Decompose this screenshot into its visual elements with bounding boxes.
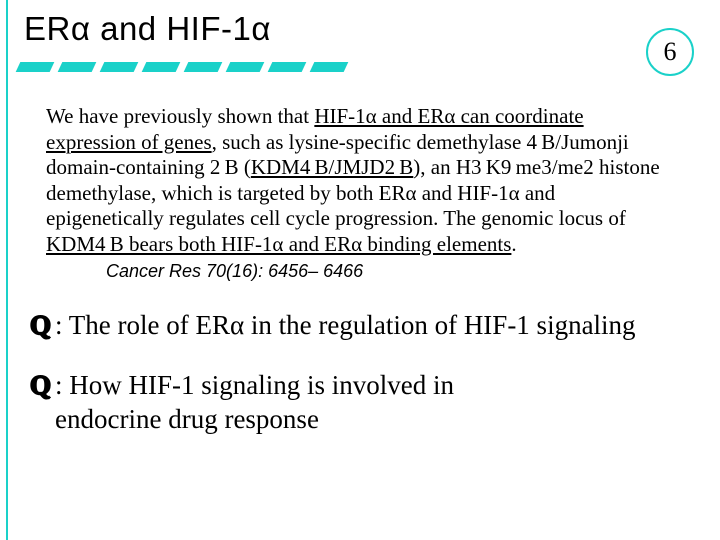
para-text: We have previously shown that (46, 104, 314, 128)
title-underline-dashes (18, 62, 346, 72)
slide-title: ERα and HIF-1α (24, 10, 700, 48)
dash-segment (142, 62, 181, 72)
question-2: Q : How HIF-1 signaling is involved in e… (24, 369, 700, 437)
citation-text: Cancer Res 70(16): 6456– 6466 (106, 261, 363, 283)
dash-segment (184, 62, 223, 72)
slide-content: ERα and HIF-1α 6 We have previously show… (0, 0, 720, 447)
question-1-text: : The role of ERα in the regulation of H… (55, 309, 690, 343)
dash-segment (310, 62, 349, 72)
question-2-text: : How HIF-1 signaling is involved in end… (55, 369, 690, 437)
question-letter: Q (30, 369, 55, 437)
dash-segment (268, 62, 307, 72)
para-text: . (511, 232, 516, 256)
dash-segment (226, 62, 265, 72)
question-1: Q : The role of ERα in the regulation of… (24, 309, 700, 343)
body-paragraph: We have previously shown that HIF-1α and… (24, 88, 700, 283)
dash-segment (16, 62, 55, 72)
para-underline: KDM4 B/JMJD2 B (251, 155, 413, 179)
slide-number-badge: 6 (646, 28, 694, 76)
slide-header: ERα and HIF-1α 6 (24, 10, 700, 88)
dash-segment (100, 62, 139, 72)
para-underline: KDM4 B bears both HIF-1α and ERα binding… (46, 232, 511, 256)
left-vertical-rule (6, 0, 8, 540)
question-letter: Q (30, 309, 55, 343)
dash-segment (58, 62, 97, 72)
